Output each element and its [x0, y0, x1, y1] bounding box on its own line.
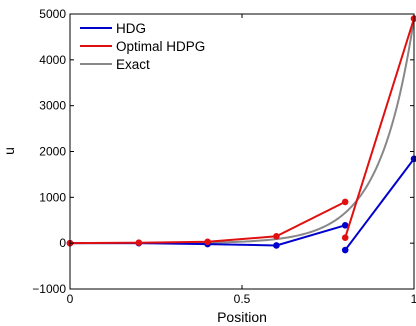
y-tick-label: 3000: [39, 99, 66, 113]
data-point: [135, 239, 143, 247]
legend-item-optimal-hdpg: Optimal HDPG: [80, 39, 205, 54]
y-axis-label: u: [1, 147, 17, 155]
data-point: [410, 155, 416, 163]
legend-item-hdg: HDG: [80, 21, 146, 36]
data-point: [273, 232, 280, 240]
plot-frame: [69, 13, 415, 290]
data-point: [341, 234, 349, 241]
data-point: [341, 246, 349, 254]
legend: HDG Optimal HDPG Exact: [80, 21, 205, 72]
y-tick-label: 2000: [39, 145, 66, 159]
x-axis-label: Position: [217, 309, 267, 325]
legend-label: Optimal HDPG: [116, 39, 205, 54]
series-line: [344, 18, 415, 238]
series-optimal-hdpg: [66, 15, 416, 247]
x-tick-label: 0: [67, 292, 74, 306]
y-tick-label: 4000: [39, 53, 66, 67]
x-tick-label: 1: [411, 292, 416, 306]
legend-label: HDG: [116, 21, 146, 36]
x-tick-label: 0.5: [234, 292, 251, 306]
legend-item-exact: Exact: [80, 57, 150, 72]
y-tick-label: 5000: [39, 7, 66, 21]
data-point: [341, 198, 349, 206]
data-point: [410, 15, 416, 22]
y-tick-label: −1000: [32, 282, 66, 296]
data-point: [341, 221, 349, 229]
legend-label: Exact: [116, 57, 150, 72]
series-line: [344, 158, 415, 251]
y-tick-label: 1000: [39, 190, 66, 204]
data-point: [204, 238, 211, 246]
plot-lines: [66, 15, 416, 254]
data-point: [273, 242, 280, 249]
y-tick-label: 0: [59, 236, 66, 250]
